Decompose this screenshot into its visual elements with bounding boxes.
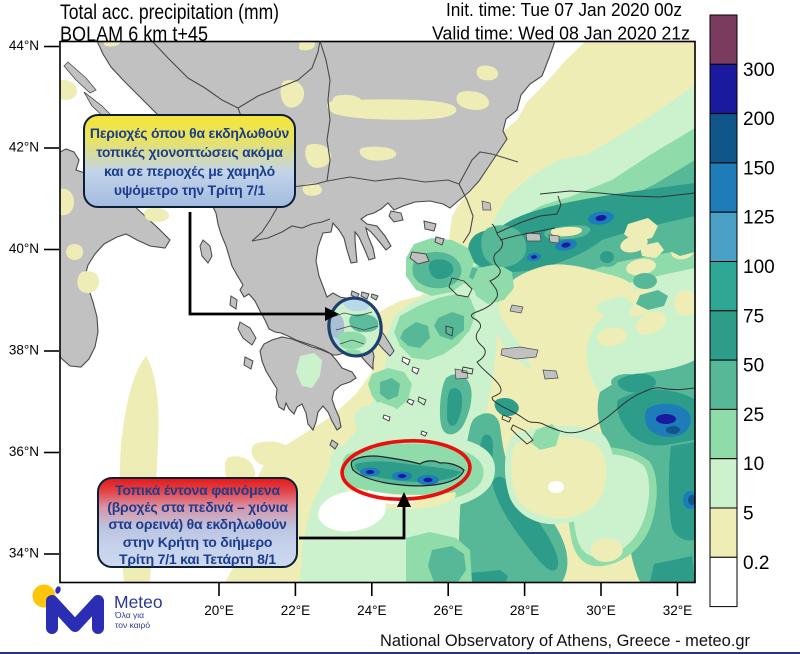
svg-text:42°N: 42°N xyxy=(9,140,39,155)
svg-text:0.2: 0.2 xyxy=(743,553,769,574)
svg-text:10: 10 xyxy=(743,454,764,475)
svg-text:Total acc. precipitation (mm): Total acc. precipitation (mm) xyxy=(60,0,279,24)
svg-text:τον καιρό: τον καιρό xyxy=(115,620,150,630)
svg-text:24°E: 24°E xyxy=(357,603,386,618)
svg-text:125: 125 xyxy=(743,208,775,229)
svg-text:40°N: 40°N xyxy=(9,241,39,256)
svg-text:26°E: 26°E xyxy=(433,603,462,618)
svg-text:50: 50 xyxy=(743,356,764,377)
svg-text:30°E: 30°E xyxy=(586,603,615,618)
svg-text:44°N: 44°N xyxy=(9,38,39,53)
svg-text:38°N: 38°N xyxy=(9,343,39,358)
svg-text:28°E: 28°E xyxy=(510,603,539,618)
svg-text:National Observatory of Athens: National Observatory of Athens, Greece -… xyxy=(380,631,750,650)
svg-text:Όλα για: Όλα για xyxy=(114,610,144,620)
svg-text:300: 300 xyxy=(743,60,775,81)
svg-text:100: 100 xyxy=(743,257,775,278)
svg-text:150: 150 xyxy=(743,158,775,179)
svg-text:200: 200 xyxy=(743,109,775,130)
svg-text:32°E: 32°E xyxy=(663,603,692,618)
svg-text:BOLAM 6 km t+45: BOLAM 6 km t+45 xyxy=(60,22,208,46)
svg-text:Valid time: Wed 08 Jan 2020 21: Valid time: Wed 08 Jan 2020 21z xyxy=(432,24,690,44)
svg-text:20°E: 20°E xyxy=(204,603,233,618)
svg-text:34°N: 34°N xyxy=(9,546,39,561)
svg-text:Meteo: Meteo xyxy=(114,592,163,612)
svg-text:25: 25 xyxy=(743,405,764,426)
svg-text:5: 5 xyxy=(743,504,754,525)
svg-text:36°N: 36°N xyxy=(9,444,39,459)
svg-text:75: 75 xyxy=(743,306,764,327)
svg-text:22°E: 22°E xyxy=(281,603,310,618)
svg-text:Init. time: Tue 07 Jan 2020 00: Init. time: Tue 07 Jan 2020 00z xyxy=(446,0,682,20)
